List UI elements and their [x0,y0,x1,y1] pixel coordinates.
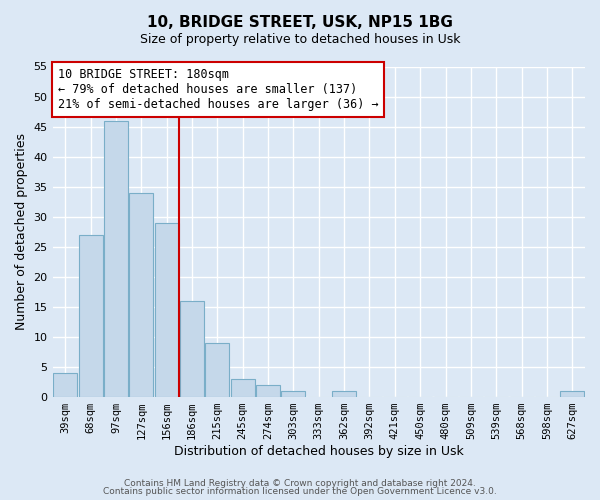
Bar [180,300,204,396]
Bar [256,384,280,396]
Y-axis label: Number of detached properties: Number of detached properties [15,133,28,330]
Bar [281,390,305,396]
Bar [205,342,229,396]
Text: Contains public sector information licensed under the Open Government Licence v3: Contains public sector information licen… [103,487,497,496]
X-axis label: Distribution of detached houses by size in Usk: Distribution of detached houses by size … [174,444,464,458]
Bar [129,192,154,396]
Text: Size of property relative to detached houses in Usk: Size of property relative to detached ho… [140,32,460,46]
Bar [560,390,584,396]
Text: Contains HM Land Registry data © Crown copyright and database right 2024.: Contains HM Land Registry data © Crown c… [124,478,476,488]
Text: 10, BRIDGE STREET, USK, NP15 1BG: 10, BRIDGE STREET, USK, NP15 1BG [147,15,453,30]
Bar [332,390,356,396]
Text: 10 BRIDGE STREET: 180sqm
← 79% of detached houses are smaller (137)
21% of semi-: 10 BRIDGE STREET: 180sqm ← 79% of detach… [58,68,379,111]
Bar [155,222,179,396]
Bar [53,372,77,396]
Bar [230,378,255,396]
Bar [79,234,103,396]
Bar [104,120,128,396]
